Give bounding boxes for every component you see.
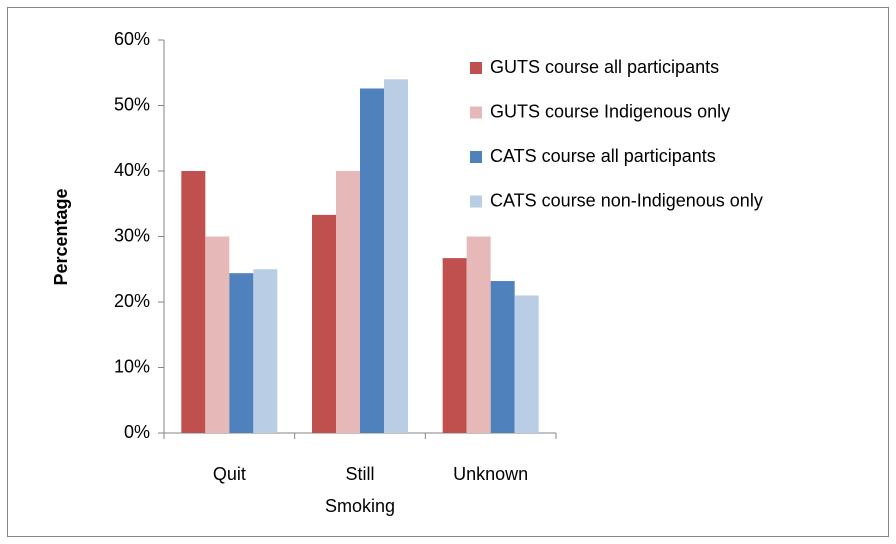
bar (205, 236, 230, 433)
y-tick-label: 60% (114, 29, 150, 49)
y-tick-label: 0% (124, 422, 150, 442)
bar (442, 258, 467, 433)
legend-label: GUTS course Indigenous only (490, 101, 730, 121)
legend-label: CATS course non-Indigenous only (490, 190, 763, 210)
legend-label: GUTS course all participants (490, 57, 719, 77)
legend-swatch (470, 62, 482, 74)
legend-swatch (470, 106, 482, 119)
bar (229, 273, 254, 433)
y-tick-label: 40% (114, 160, 150, 180)
bar (514, 295, 539, 433)
bar (181, 171, 206, 433)
y-tick-label: 50% (114, 94, 150, 114)
bar (384, 79, 408, 434)
bar (253, 269, 278, 433)
legend-label: CATS course all participants (490, 146, 716, 166)
bar (336, 171, 360, 433)
legend-swatch (470, 195, 482, 208)
bar (360, 88, 384, 433)
bar (466, 236, 491, 433)
legend-swatch (470, 151, 482, 163)
x-tick-label: Unknown (453, 464, 528, 484)
y-tick-label: 20% (114, 291, 150, 311)
y-axis-label: Percentage (51, 188, 71, 285)
x-tick-label: Quit (213, 464, 246, 484)
y-tick-label: 10% (114, 356, 150, 376)
bar (312, 214, 336, 433)
y-tick-label: 30% (114, 225, 150, 245)
bar (490, 281, 515, 433)
x-tick-label: Still Smoking (325, 464, 395, 516)
